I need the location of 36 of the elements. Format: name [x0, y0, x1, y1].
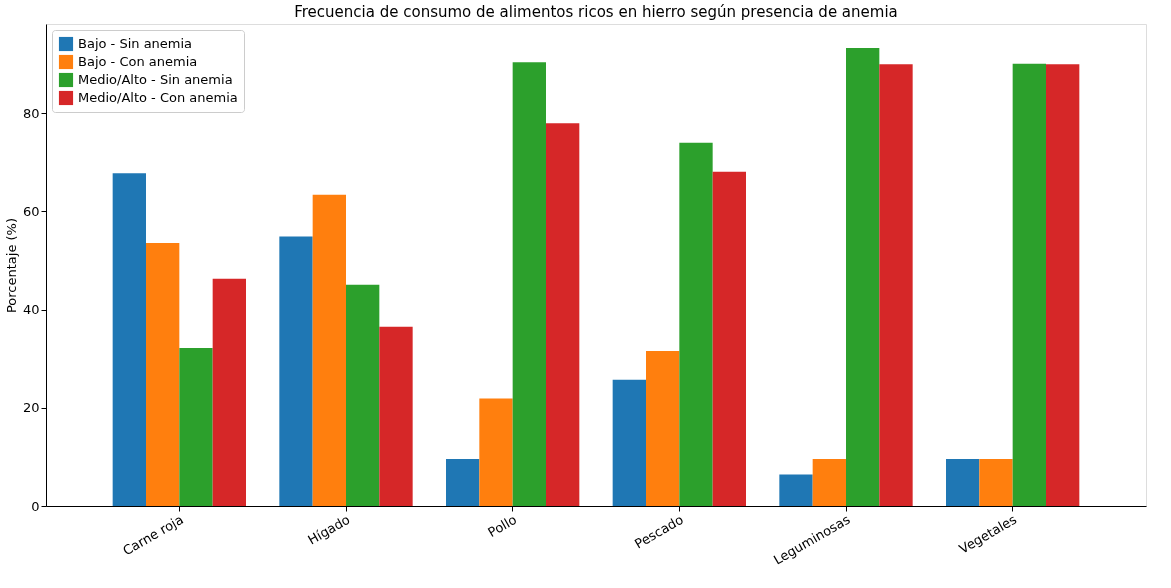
bar [846, 48, 880, 506]
bar [479, 398, 513, 506]
y-tick-label: 0 [31, 498, 40, 514]
legend-label: Medio/Alto - Sin anemia [78, 72, 233, 87]
bar [779, 474, 813, 506]
legend-label: Bajo - Con anemia [78, 54, 198, 69]
bar [679, 142, 713, 506]
bar [112, 173, 146, 506]
bar [1046, 64, 1080, 506]
bar [346, 284, 380, 506]
bar [1012, 63, 1046, 506]
legend-label: Bajo - Sin anemia [78, 36, 193, 51]
bar [979, 458, 1013, 506]
bar [712, 171, 746, 506]
bar [146, 242, 180, 506]
y-tick-label: 60 [22, 204, 40, 219]
y-tick-label: 80 [22, 105, 40, 121]
y-axis-title: Porcentaje (%) [3, 217, 19, 314]
bar [546, 123, 580, 506]
bar [879, 64, 913, 506]
bar [612, 379, 646, 506]
bar [946, 458, 980, 506]
x-tick-label: Pollo [485, 511, 520, 541]
bar [512, 62, 546, 506]
bar [646, 350, 680, 506]
bar [179, 347, 213, 506]
bar [312, 194, 346, 506]
bar [379, 326, 413, 506]
bar [812, 458, 846, 506]
bar [446, 458, 480, 506]
bar [212, 278, 246, 506]
chart-title: Frecuencia de consumo de alimentos ricos en hierro según presencia de anemia [294, 3, 898, 21]
y-tick-label: 40 [22, 302, 40, 318]
y-tick-label: 20 [22, 400, 40, 416]
legend-label: Medio/Alto - Con anemia [78, 90, 238, 105]
bar [279, 236, 313, 506]
